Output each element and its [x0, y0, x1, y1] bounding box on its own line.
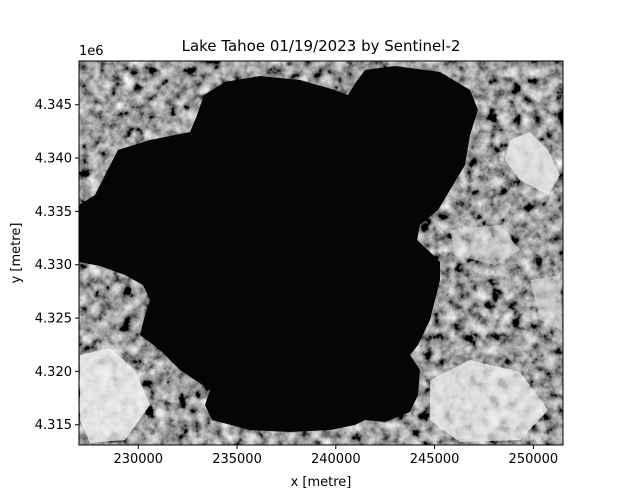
y-tick-label: 4.335 — [35, 205, 72, 220]
chart-title: Lake Tahoe 01/19/2023 by Sentinel-2 — [182, 37, 461, 55]
snow-patch — [80, 348, 150, 443]
y-axis: 4.315 4.320 4.325 4.330 4.335 4.340 4.345 — [35, 98, 79, 433]
snow-patch — [530, 275, 562, 330]
y-tick-label: 4.325 — [35, 312, 72, 327]
y-tick-label: 4.340 — [35, 152, 72, 167]
snow-patch — [450, 225, 520, 265]
x-tick-label: 245000 — [410, 452, 460, 467]
x-axis: 230000 235000 240000 245000 250000 — [113, 445, 558, 467]
y-tick-label: 4.330 — [35, 258, 72, 273]
y-tick-label: 4.320 — [35, 365, 72, 380]
x-tick-label: 230000 — [113, 452, 163, 467]
y-offset-label: 1e6 — [79, 44, 104, 59]
x-tick-label: 250000 — [509, 452, 559, 467]
x-axis-label: x [metre] — [291, 475, 352, 490]
x-tick-label: 240000 — [311, 452, 361, 467]
lake-tahoe — [79, 66, 478, 432]
y-tick-label: 4.345 — [35, 98, 72, 113]
snow-patch — [505, 132, 560, 195]
y-axis-label: y [metre] — [9, 223, 24, 284]
plot-frame — [78, 60, 564, 446]
y-tick-label: 4.315 — [35, 418, 72, 433]
plot-area — [79, 61, 563, 445]
snow-patch — [430, 360, 548, 442]
x-tick-label: 235000 — [212, 452, 262, 467]
